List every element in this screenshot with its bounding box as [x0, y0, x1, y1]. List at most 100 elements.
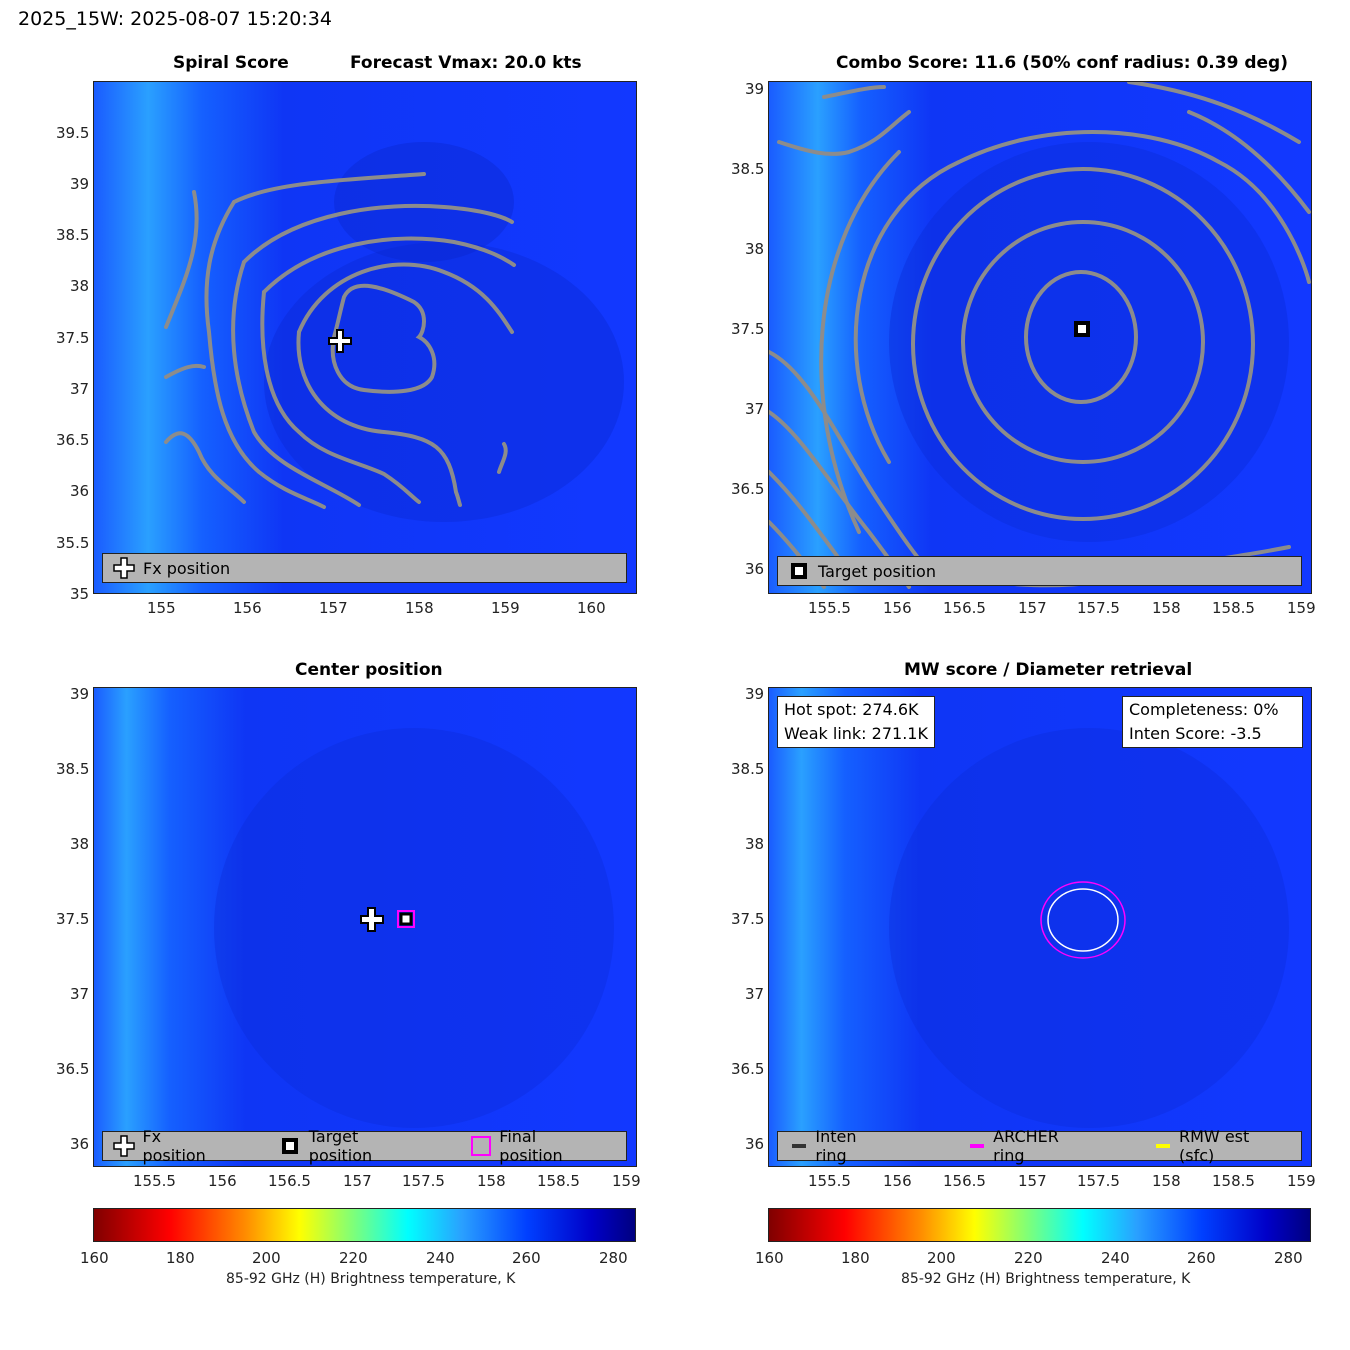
xtick: 156	[883, 1172, 912, 1190]
target-square-icon	[279, 1135, 300, 1157]
ytick: 36.5	[56, 1060, 90, 1078]
xtick: 157	[343, 1172, 372, 1190]
ytick: 37	[745, 985, 765, 1003]
legend-item-fx: Fx position	[103, 1127, 227, 1165]
xtick: 157.5	[402, 1172, 445, 1190]
ytick: 37.5	[731, 910, 765, 928]
ytick: 38	[745, 835, 765, 853]
spiral-score-plot: Fx position	[93, 81, 637, 594]
cbar-tick: 240	[1101, 1249, 1130, 1267]
fx-position-marker	[360, 907, 384, 932]
xtick: 158	[1152, 599, 1181, 617]
inten-ring-line-icon	[788, 1135, 807, 1157]
xtick: 156	[883, 599, 912, 617]
mw-panel-title: MW score / Diameter retrieval	[904, 660, 1193, 680]
xtick: 156.5	[943, 1172, 986, 1190]
rmw-line-icon	[1152, 1135, 1171, 1157]
cbar-tick: 160	[80, 1249, 109, 1267]
legend-item-inten-ring: Inten ring	[778, 1127, 884, 1165]
legend-label: Final position	[499, 1127, 563, 1165]
legend-item-rmw: RMW est (sfc)	[1142, 1127, 1277, 1165]
ytick: 37	[745, 400, 765, 418]
forecast-vmax-title: Forecast Vmax: 20.0 kts	[350, 53, 582, 73]
xtick: 159	[491, 599, 520, 617]
ytick: 38.5	[56, 760, 90, 778]
center-position-plot: Fx position Target position Final positi…	[93, 687, 637, 1167]
final-square-icon	[470, 1135, 491, 1157]
ytick: 38.5	[731, 760, 765, 778]
xtick: 156	[208, 1172, 237, 1190]
cbar-tick: 220	[1014, 1249, 1043, 1267]
colorbar-left	[93, 1208, 636, 1242]
mw-plot-svg	[769, 688, 1311, 1166]
figure-title: 2025_15W: 2025-08-07 15:20:34	[18, 8, 332, 30]
ytick: 36.5	[731, 480, 765, 498]
ytick: 39	[745, 685, 765, 703]
mw-legend: Inten ring ARCHER ring RMW est (sfc)	[777, 1127, 1302, 1165]
cbar-tick: 180	[841, 1249, 870, 1267]
ytick: 36	[745, 560, 765, 578]
xtick: 159	[612, 1172, 641, 1190]
completeness-text: Completeness: 0%	[1129, 700, 1279, 719]
xtick: 155	[147, 599, 176, 617]
colorbar-label: 85-92 GHz (H) Brightness temperature, K	[901, 1271, 1191, 1287]
archer-ring-line-icon	[966, 1135, 985, 1157]
hot-spot-text: Hot spot: 274.6K	[784, 700, 919, 719]
ytick: 37.5	[56, 329, 90, 347]
xtick: 155.5	[808, 1172, 851, 1190]
cbar-tick: 260	[512, 1249, 541, 1267]
combo-legend: Target position	[777, 556, 1302, 586]
xtick: 157	[319, 599, 348, 617]
colorbar-label: 85-92 GHz (H) Brightness temperature, K	[226, 1271, 516, 1287]
cbar-tick: 160	[755, 1249, 784, 1267]
legend-item-fx: Fx position	[103, 557, 230, 579]
fx-position-marker	[328, 329, 352, 353]
xtick: 157.5	[1077, 599, 1120, 617]
ytick: 36.5	[731, 1060, 765, 1078]
spiral-panel-title: Spiral Score	[173, 53, 289, 73]
spiral-plot-svg	[94, 82, 636, 593]
legend-label: Fx position	[143, 558, 231, 578]
completeness-box: Completeness: 0% Inten Score: -3.5	[1122, 696, 1303, 748]
xtick: 158.5	[1212, 1172, 1255, 1190]
colorbar-right	[768, 1208, 1311, 1242]
legend-label: Fx position	[142, 1127, 206, 1165]
cbar-tick: 280	[599, 1249, 628, 1267]
mw-score-plot: Hot spot: 274.6K Weak link: 271.1K Compl…	[768, 687, 1312, 1167]
ytick: 38.5	[731, 160, 765, 178]
ytick: 36.5	[56, 431, 90, 449]
center-panel-title: Center position	[295, 660, 443, 680]
fx-cross-icon	[113, 557, 135, 579]
xtick: 155.5	[808, 599, 851, 617]
legend-label: Target position	[818, 561, 936, 581]
cbar-tick: 220	[339, 1249, 368, 1267]
target-square-icon	[788, 560, 810, 582]
ytick: 35	[70, 585, 90, 603]
target-position-marker	[399, 912, 413, 926]
ytick: 39	[70, 175, 90, 193]
ytick: 36	[745, 1135, 765, 1153]
ytick: 38	[70, 277, 90, 295]
legend-item-target: Target position	[269, 1127, 424, 1165]
rmw-ring	[1047, 888, 1119, 952]
ytick: 38	[745, 240, 765, 258]
xtick: 158	[477, 1172, 506, 1190]
xtick: 159	[1287, 599, 1316, 617]
xtick: 156.5	[943, 599, 986, 617]
ytick: 36	[70, 1135, 90, 1153]
xtick: 160	[577, 599, 606, 617]
xtick: 158.5	[1212, 599, 1255, 617]
ytick: 35.5	[56, 534, 90, 552]
legend-label: ARCHER ring	[993, 1127, 1059, 1165]
cbar-tick: 200	[252, 1249, 281, 1267]
ytick: 38.5	[56, 226, 90, 244]
combo-plot-svg	[769, 82, 1311, 593]
cbar-tick: 180	[166, 1249, 195, 1267]
legend-item-final: Final position	[460, 1127, 602, 1165]
ytick: 39	[70, 685, 90, 703]
ytick: 39.5	[56, 124, 90, 142]
hot-spot-box: Hot spot: 274.6K Weak link: 271.1K	[777, 696, 935, 748]
ytick: 37.5	[56, 910, 90, 928]
ytick: 37	[70, 985, 90, 1003]
legend-label: Target position	[308, 1127, 373, 1165]
